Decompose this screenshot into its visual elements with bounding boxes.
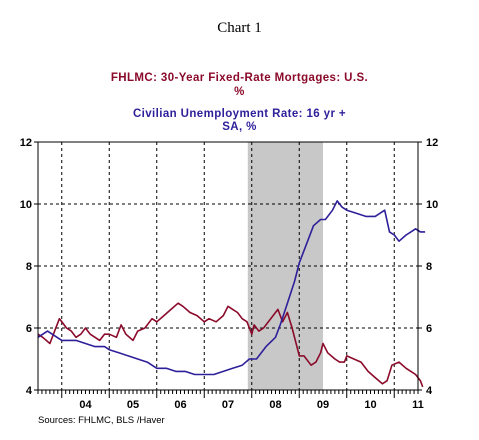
y-left-tick-label: 10: [20, 199, 32, 211]
chart-title: Chart 1: [217, 20, 262, 36]
mortgage-rate-line: [37, 302, 424, 388]
legend-unemployment-label: Civilian Unemployment Rate: 16 yr +: [132, 108, 347, 120]
y-right-tick-label: 8: [426, 261, 432, 273]
x-tick-label: 06: [174, 399, 186, 411]
x-tick-label: 07: [222, 399, 234, 411]
y-left-tick-label: 8: [26, 261, 32, 273]
y-right-tick-label: 10: [426, 199, 438, 211]
source-note: Sources: FHLMC, BLS /Haver: [38, 415, 165, 426]
legend-mortgage-unit: %: [234, 86, 245, 98]
x-tick-label: 09: [317, 399, 329, 411]
y-left-tick-label: 6: [26, 323, 32, 335]
y-right-tick-label: 4: [426, 385, 433, 397]
x-tick-label: 05: [127, 399, 139, 411]
x-tick-label: 11: [412, 399, 424, 411]
legend-unemployment-unit: SA, %: [222, 121, 257, 133]
unemployment-rate-line: [37, 200, 426, 376]
y-left-tick-label: 12: [20, 137, 32, 149]
x-tick-label: 04: [79, 399, 92, 411]
legend-mortgage-label: FHLMC: 30-Year Fixed-Rate Mortgages: U.S…: [110, 72, 369, 84]
y-right-tick-label: 6: [426, 323, 432, 335]
x-tick-label: 10: [364, 399, 376, 411]
x-tick-label: 08: [269, 399, 281, 411]
y-left-tick-label: 4: [26, 385, 33, 397]
y-right-tick-label: 12: [426, 137, 438, 149]
